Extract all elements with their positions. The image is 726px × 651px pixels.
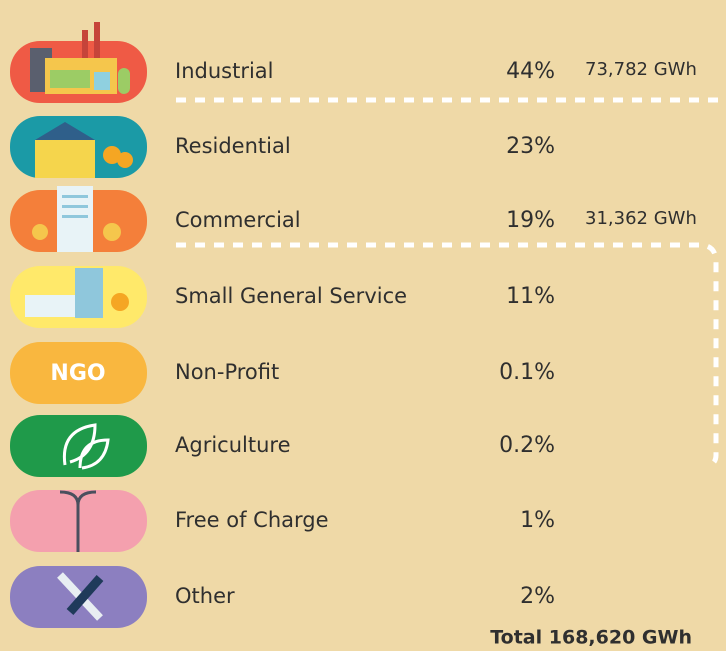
row-label: Other [175,584,235,608]
free-of-charge-icon [10,490,147,552]
small-general-service-icon [10,266,147,328]
total: Total 168,620 GWh [490,627,692,649]
row-percent: 44% [506,59,555,84]
row-percent: 1% [520,508,555,533]
residential-icon [10,116,147,178]
agriculture-icon [10,415,147,477]
row-percent: 19% [506,208,555,233]
commercial-icon [10,186,147,252]
non-profit-icon: NGO [10,342,147,404]
row-percent: 11% [506,284,555,309]
infographic: NGO Industrial 44% 73,782 GWh Residential 23… [0,0,726,651]
row-gwh: 73,782 GWh [585,59,697,80]
other-icon [10,566,147,628]
row-percent: 2% [520,584,555,609]
row-label: Commercial [175,208,301,232]
row-label: Small General Service [175,284,407,308]
row-label: Agriculture [175,433,291,457]
ngo-label: NGO [50,361,105,386]
row-label: Residential [175,134,291,158]
row-percent: 0.1% [499,360,555,385]
row-label: Non-Profit [175,360,279,384]
row-percent: 0.2% [499,433,555,458]
row-gwh: 31,362 GWh [585,208,697,229]
row-label: Industrial [175,59,274,83]
row-label: Free of Charge [175,508,329,532]
row-percent: 23% [506,134,555,159]
